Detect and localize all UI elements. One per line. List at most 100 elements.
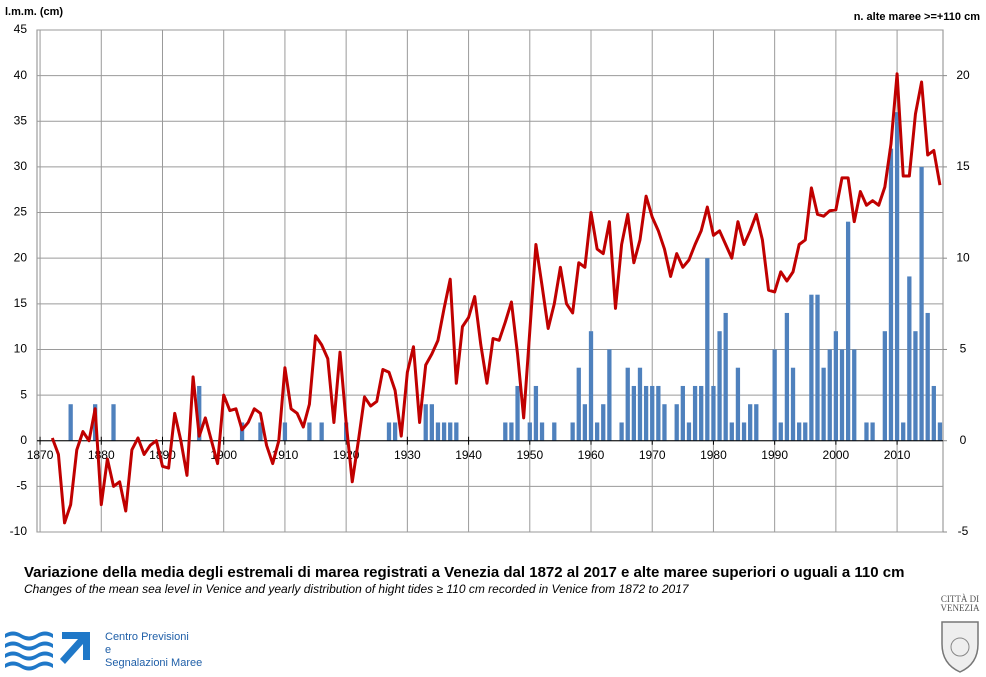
bar bbox=[319, 422, 324, 441]
bar bbox=[901, 422, 906, 441]
bar bbox=[913, 331, 918, 441]
line bbox=[50, 72, 942, 525]
bar bbox=[515, 385, 520, 441]
logo-text: e bbox=[105, 644, 111, 656]
bar bbox=[509, 422, 514, 441]
x-tick-label: 1950 bbox=[516, 448, 543, 462]
crest bbox=[941, 621, 979, 673]
y-tick-label: 10 bbox=[14, 342, 28, 356]
bar bbox=[741, 422, 747, 441]
bar bbox=[674, 404, 679, 441]
logo-text: Centro Previsioni bbox=[105, 631, 189, 643]
x-tick-label: 2010 bbox=[884, 448, 911, 462]
bar bbox=[429, 404, 434, 441]
x-tick-label: 1880 bbox=[88, 448, 115, 462]
bar bbox=[258, 422, 263, 441]
bar bbox=[692, 385, 698, 441]
y-tick-label: 0 bbox=[20, 433, 27, 447]
bar bbox=[784, 312, 790, 441]
y-axis-label: l.m.m. (cm) bbox=[5, 6, 63, 18]
bar bbox=[803, 422, 808, 441]
bar bbox=[454, 422, 459, 441]
bar bbox=[576, 367, 581, 441]
bar bbox=[809, 294, 814, 441]
bar bbox=[637, 367, 643, 441]
bar bbox=[619, 422, 624, 441]
bar bbox=[705, 258, 710, 441]
bar bbox=[821, 367, 826, 441]
bar bbox=[625, 367, 630, 441]
bar bbox=[239, 422, 245, 441]
bar bbox=[656, 385, 661, 441]
bar bbox=[607, 349, 612, 441]
bar bbox=[441, 422, 447, 441]
y-tick-label: 30 bbox=[14, 159, 28, 173]
x-tick-label: 1990 bbox=[761, 448, 788, 462]
y-tick-label: -10 bbox=[10, 524, 28, 538]
bar bbox=[888, 148, 894, 441]
y-tick-label: 35 bbox=[14, 113, 28, 127]
bar bbox=[790, 367, 796, 441]
bar bbox=[748, 404, 753, 441]
bar bbox=[925, 312, 930, 441]
bar bbox=[435, 422, 441, 441]
bar bbox=[735, 367, 741, 441]
bar bbox=[699, 385, 704, 441]
bar bbox=[533, 385, 539, 441]
x-tick-label: 1870 bbox=[27, 448, 54, 462]
bar bbox=[680, 385, 685, 441]
x-tick-label: 1940 bbox=[455, 448, 482, 462]
x-tick-label: 1970 bbox=[639, 448, 666, 462]
bar bbox=[870, 422, 875, 441]
bar bbox=[729, 422, 734, 441]
bar bbox=[931, 385, 936, 441]
x-tick-label: 1960 bbox=[578, 448, 605, 462]
bar bbox=[552, 422, 557, 441]
logo-mark bbox=[5, 631, 90, 671]
bar bbox=[539, 422, 545, 441]
bar bbox=[601, 404, 606, 441]
bar bbox=[307, 422, 312, 441]
bar bbox=[845, 221, 851, 441]
y-tick-label: 15 bbox=[14, 296, 28, 310]
bar bbox=[717, 331, 722, 441]
bar bbox=[392, 422, 398, 441]
bar bbox=[852, 349, 857, 441]
x-tick-label: 1910 bbox=[272, 448, 299, 462]
crest-text: VENEZIA bbox=[941, 603, 980, 613]
bar bbox=[754, 404, 759, 441]
x-tick-label: 1930 bbox=[394, 448, 421, 462]
bar bbox=[864, 422, 869, 441]
y2-tick-label: 20 bbox=[956, 68, 970, 82]
bar bbox=[282, 422, 288, 441]
bar bbox=[711, 385, 716, 441]
bar bbox=[650, 385, 655, 441]
y2-tick-label: 5 bbox=[960, 342, 967, 356]
x-tick-label: 1980 bbox=[700, 448, 727, 462]
title: Variazione della media degli estremali d… bbox=[24, 564, 904, 581]
bar bbox=[723, 312, 728, 441]
subtitle: Changes of the mean sea level in Venice … bbox=[24, 582, 690, 596]
bar bbox=[631, 385, 637, 441]
bar bbox=[588, 331, 594, 441]
bar bbox=[423, 404, 428, 441]
y-tick-label: 45 bbox=[14, 22, 28, 36]
bar bbox=[594, 422, 600, 441]
bar bbox=[894, 112, 900, 441]
bar bbox=[839, 349, 845, 441]
bar bbox=[796, 422, 802, 441]
bar bbox=[643, 385, 649, 441]
bar bbox=[907, 276, 912, 441]
y-tick-label: 40 bbox=[14, 68, 28, 82]
bar bbox=[827, 349, 832, 441]
y2-tick-label: 15 bbox=[956, 159, 970, 173]
bar bbox=[582, 404, 588, 441]
y2-tick-label: 0 bbox=[960, 433, 967, 447]
bar bbox=[570, 422, 575, 441]
y2-tick-label: 10 bbox=[956, 250, 970, 264]
bar bbox=[815, 294, 820, 441]
bar bbox=[919, 166, 924, 441]
y-tick-label: 20 bbox=[14, 250, 28, 264]
bar bbox=[111, 404, 116, 441]
bar bbox=[662, 404, 667, 441]
